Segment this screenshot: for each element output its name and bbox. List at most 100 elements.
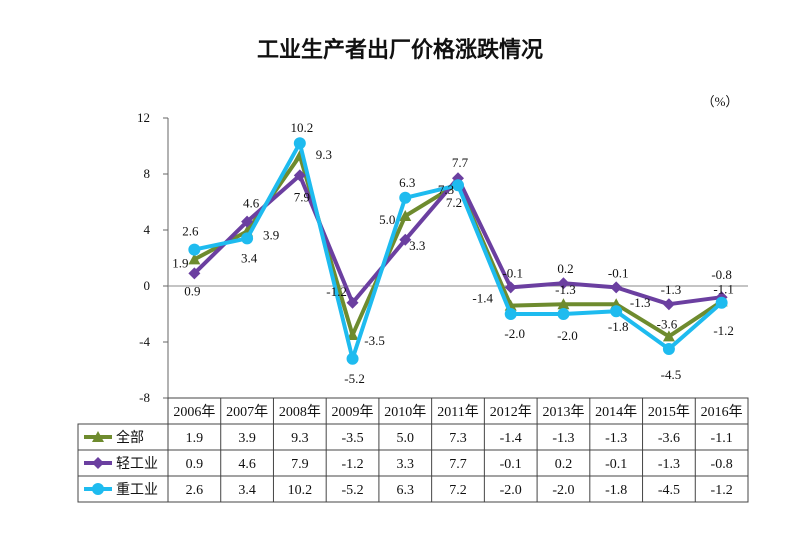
y-tick-label: -8 xyxy=(139,390,150,405)
data-label: -2.0 xyxy=(504,326,525,341)
marker-point xyxy=(399,191,412,204)
marker-point xyxy=(504,281,517,294)
data-label: -1.3 xyxy=(630,295,651,310)
marker-point xyxy=(188,267,201,280)
chart-title: 工业生产者出厂价格涨跌情况 xyxy=(257,37,543,63)
data-label: 3.3 xyxy=(409,238,425,253)
data-label: -1.3 xyxy=(661,282,682,297)
marker-point xyxy=(452,179,464,192)
marker-point xyxy=(346,296,359,309)
marker-point xyxy=(399,210,412,221)
legend-label: 轻工业 xyxy=(116,456,158,472)
marker-point xyxy=(346,329,359,340)
table-cell: 3.4 xyxy=(238,483,256,498)
marker-point xyxy=(346,352,359,365)
x-tick-label: 2013年 xyxy=(542,404,584,420)
data-label: -1.2 xyxy=(326,284,347,299)
table-cell: 7.9 xyxy=(291,457,309,472)
marker-point xyxy=(557,277,570,290)
data-label: 10.2 xyxy=(290,120,313,135)
data-label: 6.3 xyxy=(399,175,415,190)
data-label: -3.6 xyxy=(657,316,678,331)
marker-point xyxy=(504,308,517,320)
data-label: -0.1 xyxy=(502,265,523,280)
x-tick-label: 2009年 xyxy=(332,404,374,420)
legend-marker xyxy=(92,431,104,442)
data-label: 4.6 xyxy=(243,196,260,211)
table-cell: 9.3 xyxy=(291,431,309,446)
marker-point xyxy=(241,232,254,245)
data-label: 3.4 xyxy=(241,250,258,265)
data-label: 7.7 xyxy=(452,155,469,170)
table-cell: -2.0 xyxy=(500,483,522,498)
table-cell: -0.1 xyxy=(500,457,522,472)
data-label: 3.9 xyxy=(263,227,279,242)
data-label: -1.8 xyxy=(608,319,629,334)
marker-point xyxy=(188,243,201,256)
marker-point xyxy=(662,298,675,311)
table-cell: -1.3 xyxy=(658,457,680,472)
table-cell: 10.2 xyxy=(288,483,313,498)
marker-point xyxy=(557,298,570,310)
marker-point xyxy=(399,233,412,246)
data-label: -4.5 xyxy=(661,367,682,382)
table-cell: -5.2 xyxy=(341,483,363,498)
x-tick-label: 2006年 xyxy=(173,404,215,420)
table-cell: 4.6 xyxy=(238,457,256,472)
marker-point xyxy=(557,308,570,320)
marker-point xyxy=(293,169,306,182)
table-cell: 3.3 xyxy=(397,457,415,472)
y-tick-label: 0 xyxy=(144,278,151,293)
legend-marker xyxy=(92,483,104,495)
marker-point xyxy=(662,330,675,342)
table-cell: -2.0 xyxy=(552,483,574,498)
data-label: 5.0 xyxy=(379,212,395,227)
x-tick-label: 2014年 xyxy=(595,404,637,420)
legend-label: 全部 xyxy=(116,429,144,446)
marker-point xyxy=(715,296,728,309)
x-tick-label: 2010年 xyxy=(384,404,426,420)
table-cell: 7.2 xyxy=(449,483,467,498)
table-cell: -1.2 xyxy=(711,483,733,498)
x-tick-label: 2008年 xyxy=(279,404,321,420)
table-cell: -1.1 xyxy=(711,431,733,446)
table-cell: 1.9 xyxy=(186,431,204,446)
legend-label: 重工业 xyxy=(116,482,158,498)
data-label: 7.3 xyxy=(438,182,454,197)
x-tick-label: 2007年 xyxy=(226,404,268,420)
table-cell: -0.8 xyxy=(711,457,733,472)
data-label: -0.1 xyxy=(608,265,629,280)
y-tick-label: 4 xyxy=(144,222,151,237)
data-label: -5.2 xyxy=(344,371,365,386)
table-cell: 7.7 xyxy=(449,457,467,472)
data-label: 9.3 xyxy=(316,147,332,162)
table-cell: -4.5 xyxy=(658,483,680,498)
data-label: -2.0 xyxy=(557,328,578,343)
unit-label: （%） xyxy=(702,94,739,109)
table-cell: -3.5 xyxy=(341,431,363,446)
y-tick-label: 12 xyxy=(137,110,150,125)
table-cell: 0.9 xyxy=(186,457,204,472)
table-cell: 3.9 xyxy=(238,431,256,446)
table-cell: 5.0 xyxy=(397,431,415,446)
data-label: -1.1 xyxy=(713,281,734,296)
marker-point xyxy=(610,305,623,318)
table-cell: 6.3 xyxy=(397,483,415,498)
x-tick-label: 2012年 xyxy=(490,404,532,420)
table-cell: 7.3 xyxy=(449,431,467,446)
table-cell: -3.6 xyxy=(658,431,680,446)
data-label: 0.2 xyxy=(557,261,573,276)
legend-marker xyxy=(92,457,104,469)
data-label: 1.9 xyxy=(172,255,188,270)
table-cell: -1.8 xyxy=(605,483,627,498)
data-label: -1.3 xyxy=(555,282,576,297)
table-cell: -1.3 xyxy=(605,431,627,446)
data-label: -3.5 xyxy=(364,333,385,348)
data-label: 7.2 xyxy=(446,195,462,210)
data-label: -1.4 xyxy=(472,291,493,306)
marker-point xyxy=(662,343,675,355)
data-label: 7.9 xyxy=(294,189,310,204)
data-label: -1.2 xyxy=(713,323,734,338)
marker-point xyxy=(241,215,254,228)
